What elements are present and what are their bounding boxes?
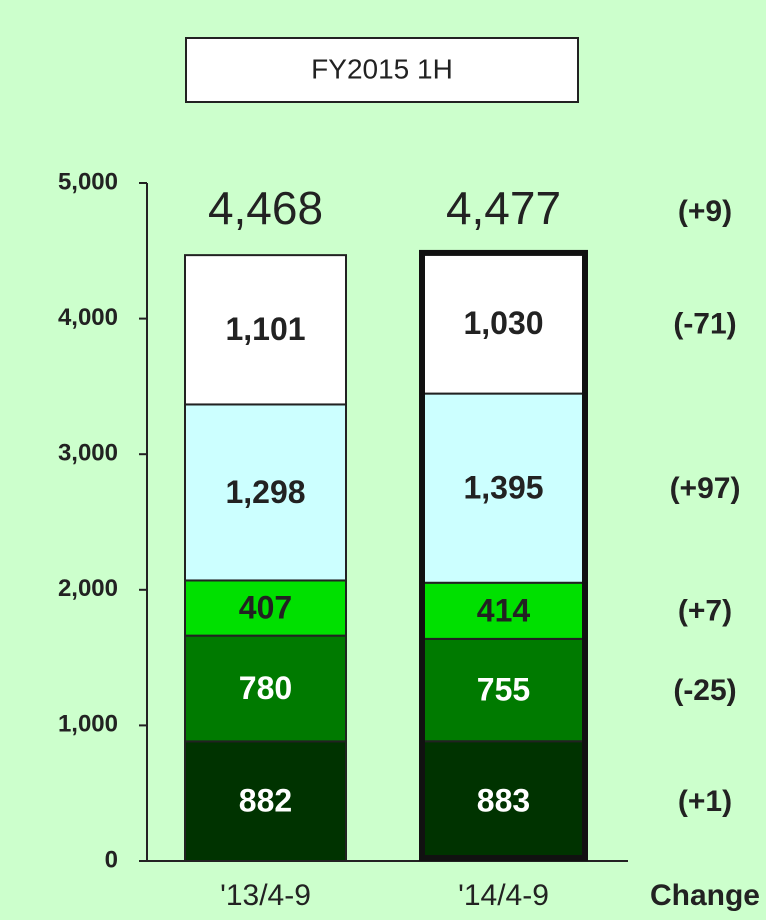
- change-header: Change: [650, 879, 760, 912]
- y-tick-label: 2,000: [58, 575, 118, 602]
- total-label: 4,477: [446, 182, 561, 234]
- segment-label: 1,395: [463, 470, 543, 506]
- y-tick-label: 3,000: [58, 440, 118, 467]
- segment-label: 407: [239, 589, 292, 625]
- bar-segment: [184, 403, 347, 582]
- change-label: (+7): [678, 595, 732, 628]
- x-tick-label: '14/4-9: [458, 879, 549, 912]
- change-label: (+1): [678, 785, 732, 818]
- total-change: (+9): [678, 195, 732, 228]
- bar-segment: [184, 634, 347, 743]
- title-box: [185, 37, 579, 103]
- highlight-outline: [419, 249, 588, 861]
- change-label: (-25): [673, 674, 736, 707]
- bar-segment: [184, 254, 347, 406]
- segment-label: 1,101: [225, 311, 305, 347]
- y-tick-label: 4,000: [58, 304, 118, 331]
- x-tick-label: '13/4-9: [220, 879, 311, 912]
- segment-label: 882: [239, 783, 292, 819]
- change-label: (-71): [673, 308, 736, 341]
- segment-label: 883: [477, 783, 530, 819]
- total-label: 4,468: [208, 182, 323, 234]
- y-tick-label: 1,000: [58, 711, 118, 738]
- segment-label: 755: [477, 672, 530, 708]
- segment-label: 414: [477, 592, 531, 628]
- chart-title: FY2015 1H: [311, 53, 453, 84]
- bar-segment: [184, 740, 347, 863]
- bar-segment: [422, 581, 585, 640]
- change-label: (+97): [670, 472, 741, 505]
- segment-label: 1,030: [463, 305, 543, 341]
- y-tick-label: 5,000: [58, 168, 118, 195]
- segment-label: 1,298: [225, 474, 305, 510]
- segment-label: 780: [239, 670, 292, 706]
- bar-segment: [422, 637, 585, 743]
- y-tick-label: 0: [105, 846, 118, 873]
- bar-segment: [422, 252, 585, 395]
